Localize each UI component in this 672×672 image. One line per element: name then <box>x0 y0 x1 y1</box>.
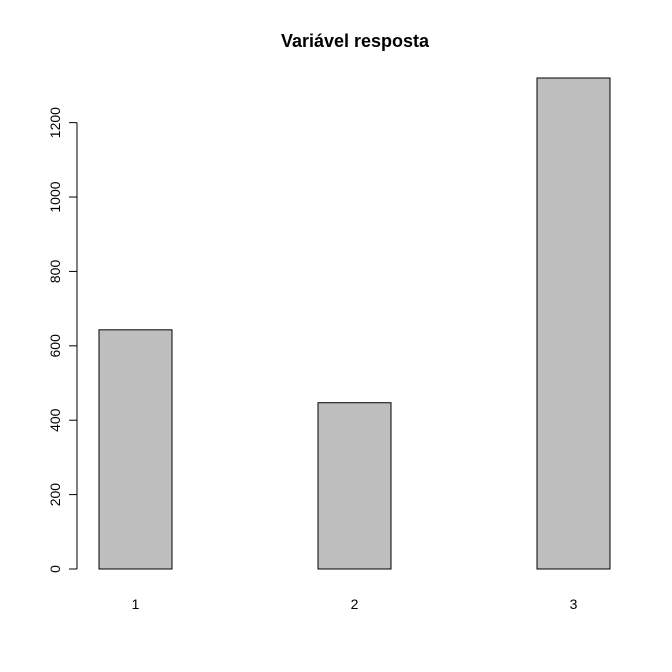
y-axis: 0 200 400 600 800 1000 1200 <box>47 107 78 573</box>
bars <box>98 77 611 570</box>
bar-1 <box>98 329 173 570</box>
x-axis-labels: 1 2 3 <box>132 596 578 612</box>
y-tick-label: 0 <box>47 565 63 573</box>
y-tick-label: 400 <box>47 408 63 432</box>
bar-3 <box>536 77 611 570</box>
bar-2 <box>317 402 392 570</box>
y-tick-label: 1000 <box>47 181 63 212</box>
chart-title: Variável resposta <box>281 31 430 51</box>
x-tick-label: 1 <box>132 596 140 612</box>
y-tick-label: 600 <box>47 334 63 358</box>
x-tick-label: 2 <box>351 596 359 612</box>
y-tick-label: 1200 <box>47 107 63 138</box>
x-tick-label: 3 <box>570 596 578 612</box>
y-tick-label: 200 <box>47 483 63 507</box>
y-tick-label: 800 <box>47 260 63 284</box>
